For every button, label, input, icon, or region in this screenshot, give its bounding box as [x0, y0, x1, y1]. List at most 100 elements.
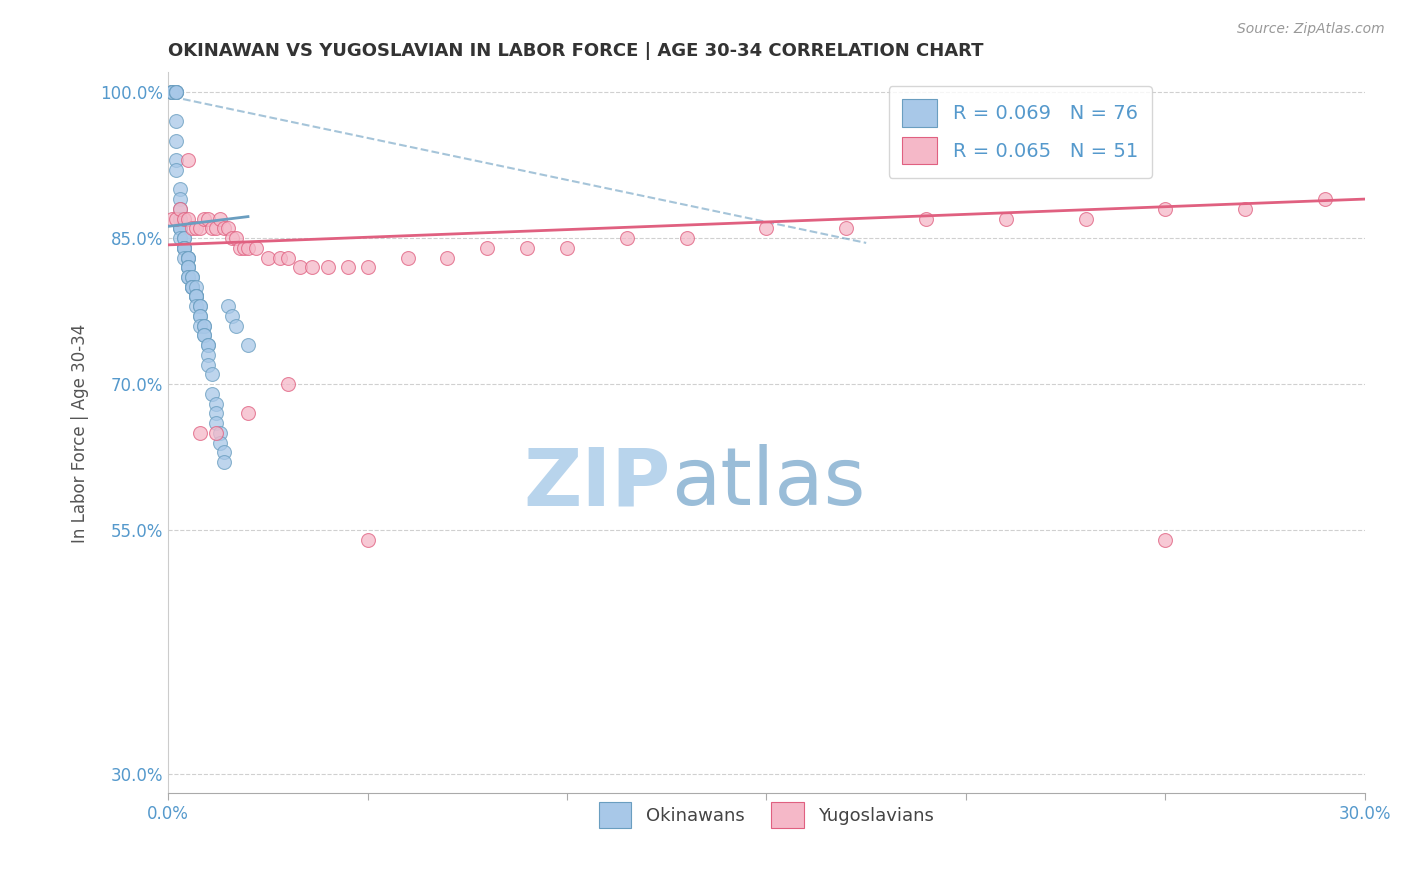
- Point: [188, 309, 211, 323]
- Point: [193, 318, 215, 333]
- Point: [221, 309, 243, 323]
- Point: [436, 251, 458, 265]
- Point: [201, 221, 224, 235]
- Point: [177, 270, 200, 285]
- Point: [209, 435, 232, 450]
- Point: [197, 338, 219, 352]
- Point: [229, 241, 252, 255]
- Point: [316, 260, 339, 275]
- Point: [201, 368, 224, 382]
- Point: [177, 260, 200, 275]
- Point: [555, 241, 578, 255]
- Legend: Okinawans, Yugoslavians: Okinawans, Yugoslavians: [592, 795, 942, 835]
- Point: [212, 455, 235, 469]
- Point: [184, 289, 207, 303]
- Point: [160, 85, 183, 99]
- Point: [205, 425, 228, 440]
- Point: [181, 279, 204, 293]
- Point: [212, 445, 235, 459]
- Point: [184, 221, 207, 235]
- Point: [177, 260, 200, 275]
- Point: [245, 241, 267, 255]
- Point: [160, 85, 183, 99]
- Point: [165, 211, 187, 226]
- Point: [165, 85, 187, 99]
- Point: [193, 328, 215, 343]
- Point: [233, 241, 256, 255]
- Point: [173, 211, 195, 226]
- Y-axis label: In Labor Force | Age 30-34: In Labor Force | Age 30-34: [72, 323, 89, 542]
- Point: [675, 231, 697, 245]
- Point: [225, 318, 247, 333]
- Point: [1154, 202, 1177, 216]
- Point: [169, 221, 191, 235]
- Point: [177, 211, 200, 226]
- Point: [336, 260, 359, 275]
- Point: [173, 251, 195, 265]
- Point: [301, 260, 323, 275]
- Point: [169, 202, 191, 216]
- Point: [188, 318, 211, 333]
- Point: [193, 318, 215, 333]
- Point: [165, 85, 187, 99]
- Text: Source: ZipAtlas.com: Source: ZipAtlas.com: [1237, 22, 1385, 37]
- Point: [160, 85, 183, 99]
- Point: [212, 221, 235, 235]
- Point: [177, 251, 200, 265]
- Point: [516, 241, 538, 255]
- Point: [177, 251, 200, 265]
- Point: [160, 85, 183, 99]
- Point: [169, 231, 191, 245]
- Point: [205, 221, 228, 235]
- Point: [181, 221, 204, 235]
- Point: [1154, 533, 1177, 547]
- Point: [184, 289, 207, 303]
- Point: [184, 299, 207, 313]
- Point: [209, 211, 232, 226]
- Point: [269, 251, 291, 265]
- Point: [205, 416, 228, 430]
- Point: [165, 162, 187, 177]
- Point: [1234, 202, 1257, 216]
- Point: [173, 231, 195, 245]
- Point: [169, 192, 191, 206]
- Point: [205, 406, 228, 420]
- Point: [356, 533, 378, 547]
- Point: [177, 270, 200, 285]
- Text: ZIP: ZIP: [523, 444, 671, 523]
- Point: [184, 289, 207, 303]
- Point: [217, 221, 239, 235]
- Point: [181, 270, 204, 285]
- Point: [160, 211, 183, 226]
- Point: [209, 425, 232, 440]
- Point: [1313, 192, 1336, 206]
- Point: [188, 299, 211, 313]
- Point: [221, 231, 243, 245]
- Point: [160, 85, 183, 99]
- Point: [169, 202, 191, 216]
- Point: [165, 114, 187, 128]
- Point: [169, 211, 191, 226]
- Point: [1074, 211, 1097, 226]
- Point: [177, 153, 200, 167]
- Point: [181, 279, 204, 293]
- Point: [169, 182, 191, 196]
- Point: [177, 260, 200, 275]
- Point: [277, 251, 299, 265]
- Point: [173, 241, 195, 255]
- Point: [225, 231, 247, 245]
- Point: [197, 348, 219, 362]
- Point: [165, 134, 187, 148]
- Point: [477, 241, 499, 255]
- Point: [173, 241, 195, 255]
- Point: [396, 251, 419, 265]
- Point: [173, 241, 195, 255]
- Point: [160, 85, 183, 99]
- Point: [169, 221, 191, 235]
- Point: [994, 211, 1017, 226]
- Point: [197, 211, 219, 226]
- Point: [188, 221, 211, 235]
- Point: [181, 279, 204, 293]
- Point: [277, 377, 299, 392]
- Point: [205, 397, 228, 411]
